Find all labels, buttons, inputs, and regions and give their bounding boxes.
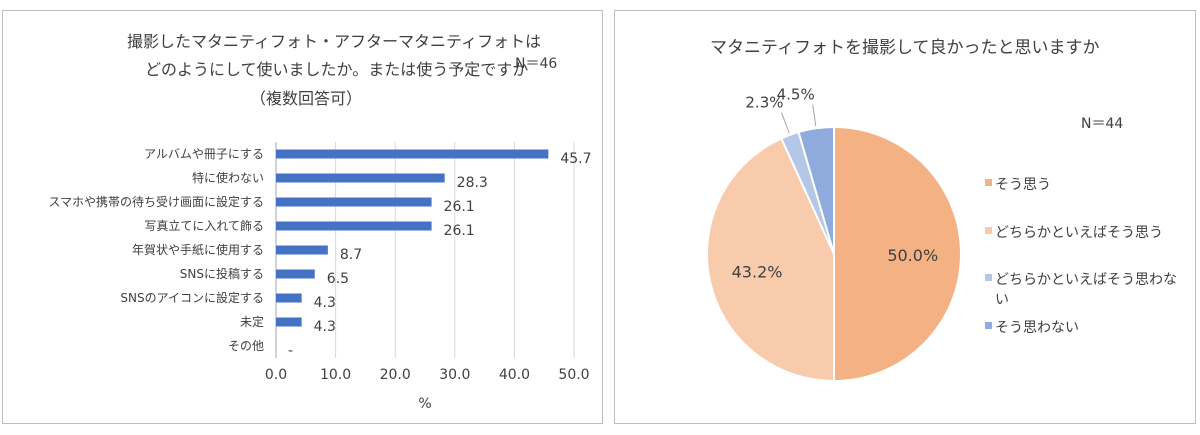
category-label: 未定	[240, 314, 264, 329]
data-label: 43.2%	[732, 263, 783, 282]
category-label: アルバムや冊子にする	[144, 147, 264, 161]
bar-chart-plot: 0.0 10.0 20.0 30.0 40.0 50.0% アルバムや冊子にする 45.7 特に…	[48, 142, 592, 412]
bar-chart-n-label: N＝46	[515, 56, 558, 72]
data-label: 50.0%	[887, 246, 938, 265]
category-label: SNSのアイコンに設定する	[120, 290, 264, 305]
bar	[276, 221, 432, 231]
data-label: 8.7	[340, 247, 362, 263]
x-tick-label: 50.0	[558, 367, 589, 383]
bar-chart-panel: 撮影したマタニティフォト・アフターマタニティフォトは どのようにして使いましたか…	[2, 10, 603, 424]
legend-swatch	[985, 227, 992, 234]
data-label: 4.3	[314, 295, 336, 311]
legend-swatch	[985, 179, 992, 186]
bar	[276, 149, 549, 159]
data-label: 6.5	[327, 271, 349, 287]
legend-swatch	[985, 274, 992, 281]
category-label: 年賀状や手紙に使用する	[132, 242, 264, 257]
bar-chart-title-line-1: 撮影したマタニティフォト・アフターマタニティフォトは	[127, 32, 542, 51]
legend-label-continued: い	[995, 292, 1009, 308]
legend-label: どちらかといえばそう思わな	[995, 272, 1177, 288]
category-label: SNSに投稿する	[180, 266, 264, 281]
bar	[276, 245, 328, 255]
bar	[276, 293, 302, 303]
pie-slice	[833, 125, 962, 383]
x-tick-label: 40.0	[499, 367, 530, 383]
leader-line	[781, 112, 790, 134]
data-label: 45.7	[560, 151, 591, 167]
bar	[276, 197, 432, 207]
pie-chart-title: マタニティフォトを撮影して良かったと思いますか	[710, 38, 1100, 58]
legend-swatch	[985, 322, 992, 329]
pie-chart-plot: 50.0% 43.2% 2.3%4.5% そう思うどちらかといえばそう思うどちらかとい…	[706, 86, 1177, 383]
data-label: 26.1	[444, 223, 475, 239]
x-tick-label: 30.0	[439, 367, 470, 383]
bar	[276, 269, 315, 279]
legend-label: そう思う	[995, 177, 1051, 193]
leader-line	[812, 104, 817, 127]
legend-label: どちらかといえばそう思う	[995, 225, 1163, 241]
bar-chart-title-line-3: （複数回答可）	[250, 89, 363, 108]
x-tick-label: 20.0	[380, 367, 411, 383]
category-label: 写真立てに入れて飾る	[144, 218, 264, 233]
category-label: スマホや携帯の待ち受け画面に設定する	[48, 194, 264, 209]
data-label: 28.3	[457, 175, 488, 191]
pie-slice	[797, 125, 835, 255]
bar	[276, 317, 302, 327]
pie-chart-n-label: N＝44	[1081, 116, 1124, 132]
pie-slice	[706, 137, 835, 383]
x-axis-label: %	[418, 396, 431, 412]
data-label: 4.3	[314, 319, 336, 335]
data-label: -	[288, 343, 293, 359]
bar-chart-title-line-2: どのようにして使いましたか。または使う予定ですか	[145, 60, 529, 79]
category-label: 特に使わない	[192, 170, 264, 185]
data-label: 2.3%	[745, 93, 783, 111]
data-label: 4.5%	[777, 86, 815, 104]
data-label: 26.1	[444, 199, 475, 215]
bar	[276, 173, 445, 183]
x-tick-label: 10.0	[320, 367, 351, 383]
x-tick-label: 0.0	[265, 367, 287, 383]
legend-label: そう思わない	[995, 320, 1079, 336]
pie-chart-panel: マタニティフォトを撮影して良かったと思いますか N＝44 50.0% 43.2% 2…	[614, 10, 1196, 424]
category-label: その他	[228, 339, 264, 353]
